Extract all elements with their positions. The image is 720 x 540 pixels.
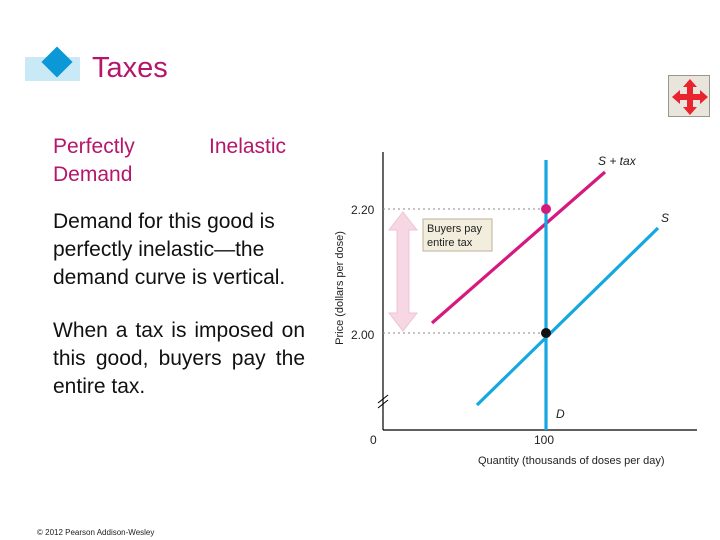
label-supply-plus-tax: S + tax — [598, 154, 637, 168]
tax-incidence-graph: Buyers pay entire tax Price (dollars per… — [334, 152, 697, 467]
x-axis-label: Quantity (thousands of doses per day) — [478, 455, 665, 467]
tick-price-high: 2.20 — [351, 203, 375, 217]
price-increase-arrow-shape — [387, 211, 419, 332]
annotation-line-1: Buyers pay — [427, 223, 483, 235]
supply-plus-tax-curve — [430, 170, 607, 325]
supply-curve — [475, 226, 660, 407]
axis-break-mark — [377, 394, 389, 404]
tick-price-low: 2.00 — [351, 328, 375, 342]
annotation-line-2: entire tax — [427, 237, 473, 249]
label-supply: S — [661, 211, 669, 225]
slide-title: Taxes — [92, 52, 168, 84]
paragraph-tax-description: When a tax is imposed on this good, buye… — [53, 319, 305, 398]
paragraph-demand-description: Demand for this good is perfectly inelas… — [53, 210, 286, 289]
y-axis-label: Price (dollars per dose) — [334, 231, 346, 345]
tick-quantity: 100 — [534, 433, 554, 447]
equilibrium-without-tax — [541, 328, 551, 338]
subtitle-perfectly-demand: Perfectly Demand — [53, 135, 135, 186]
four-way-arrows-icon — [672, 79, 708, 115]
tick-origin: 0 — [370, 433, 377, 447]
axis-break-mark-2 — [377, 399, 389, 409]
annotation-box — [422, 218, 493, 252]
copyright-notice: © 2012 Pearson Addison-Wesley — [37, 528, 155, 537]
subtitle-inelastic: Inelastic — [209, 135, 287, 158]
equilibrium-with-tax — [541, 204, 551, 214]
label-demand: D — [556, 407, 565, 421]
navigation-button[interactable] — [668, 75, 710, 117]
